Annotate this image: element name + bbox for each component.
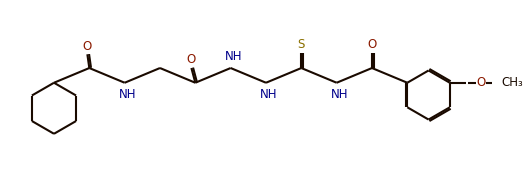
Text: NH: NH (331, 88, 348, 101)
Text: O: O (477, 76, 486, 89)
Text: O: O (187, 53, 196, 66)
Text: CH₃: CH₃ (501, 76, 523, 89)
Text: NH: NH (225, 50, 242, 63)
Text: NH: NH (119, 88, 137, 101)
Text: S: S (298, 38, 305, 51)
Text: NH: NH (260, 88, 278, 101)
Text: O: O (367, 38, 377, 51)
Text: O: O (83, 40, 92, 53)
